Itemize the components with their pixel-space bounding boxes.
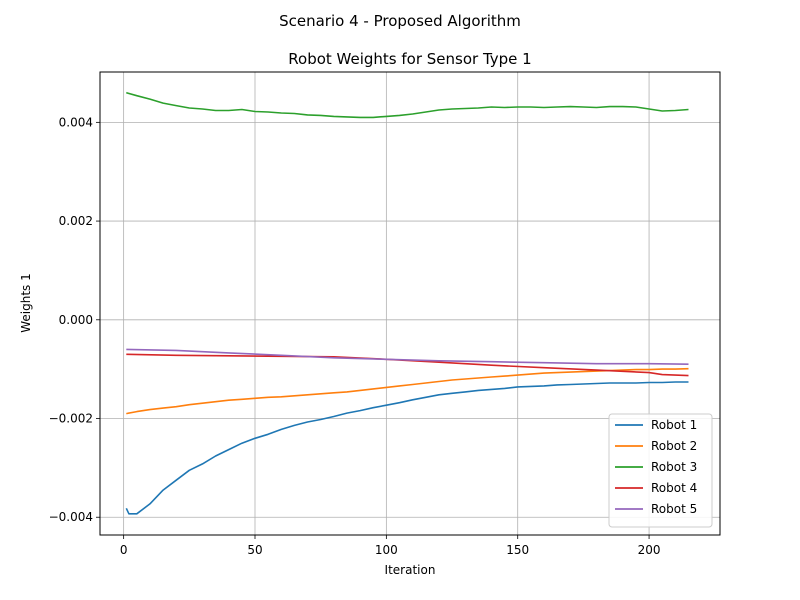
series-line-robot-5: [126, 348, 689, 365]
y-tick-label: 0.004: [59, 115, 93, 129]
figure-suptitle: Scenario 4 - Proposed Algorithm: [279, 12, 521, 30]
x-tick-label: 100: [375, 543, 398, 557]
x-tick-label: 50: [247, 543, 262, 557]
ticks: 0 50 100 150 200 −0.004 −0.002 0.000 0.002 0.004: [49, 115, 661, 557]
x-tick-label: 150: [506, 543, 529, 557]
y-axis-label: Weights 1: [19, 273, 33, 333]
legend-label: Robot 5: [651, 502, 697, 516]
series-line-robot-4: [126, 353, 689, 377]
x-tick-label: 200: [638, 543, 661, 557]
legend-label: Robot 2: [651, 439, 697, 453]
y-tick-label: −0.002: [49, 412, 93, 426]
legend-label: Robot 3: [651, 460, 697, 474]
series-line-robot-2: [126, 367, 689, 415]
x-axis-label: Iteration: [385, 563, 436, 577]
y-tick-label: −0.004: [49, 510, 93, 524]
y-tick-label: 0.000: [59, 313, 93, 327]
legend-label: Robot 1: [651, 418, 697, 432]
y-tick-label: 0.002: [59, 214, 93, 228]
legend-label: Robot 4: [651, 481, 697, 495]
series-group: [125, 91, 689, 515]
chart-title: Robot Weights for Sensor Type 1: [288, 50, 531, 68]
legend-box: [608, 413, 713, 528]
series-line-robot-1: [125, 381, 689, 515]
plot-frame: [99, 71, 721, 536]
legend: Robot 1 Robot 2 Robot 3 Robot 4 Robot 5: [608, 413, 713, 528]
series-line-robot-3: [126, 91, 689, 119]
x-tick-label: 0: [120, 543, 128, 557]
